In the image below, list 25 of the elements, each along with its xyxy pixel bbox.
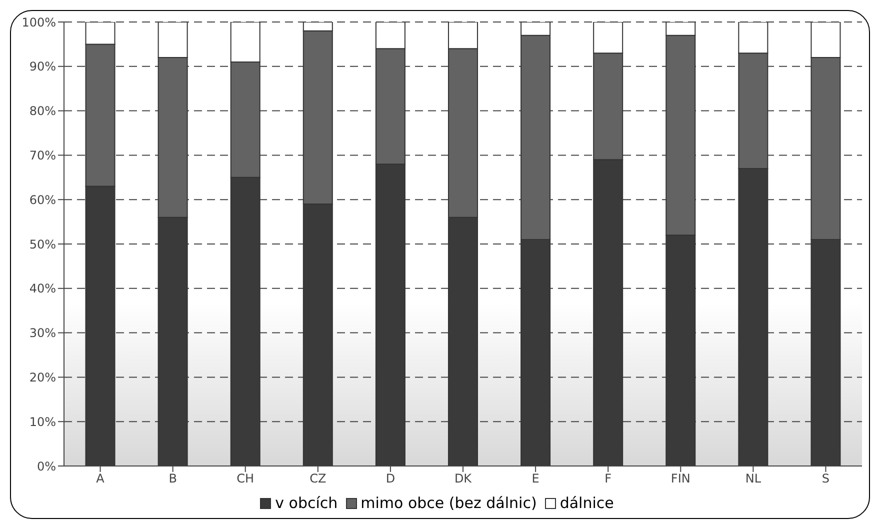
y-tick-label: 80%	[29, 104, 56, 118]
x-tick-label: F	[604, 472, 612, 486]
legend-label: mimo obce (bez dálnic)	[360, 494, 537, 512]
legend-label: dálnice	[560, 494, 614, 512]
y-tick-label: 0%	[36, 459, 56, 474]
y-tick-label: 60%	[29, 192, 56, 207]
x-tick-label: D	[386, 472, 396, 486]
x-tick-label: FIN	[670, 472, 690, 486]
y-tick-label: 30%	[29, 326, 56, 340]
y-tick-label: 90%	[29, 60, 56, 74]
x-tick-label: S	[822, 472, 830, 486]
x-tick-label: B	[168, 472, 177, 486]
y-tick-label: 20%	[29, 370, 56, 384]
y-tick-label: 50%	[29, 237, 56, 252]
legend-label: v obcích	[275, 494, 338, 512]
x-tick-label: A	[96, 472, 106, 486]
y-tick-label: 10%	[29, 414, 56, 429]
x-tick-label: DK	[454, 472, 473, 486]
x-tick-label: E	[532, 472, 540, 486]
y-tick-label: 100%	[22, 15, 56, 30]
y-tick-label: 70%	[29, 148, 56, 162]
x-tick-label: CZ	[310, 472, 326, 486]
y-tick-label: 40%	[29, 282, 56, 296]
x-tick-label: CH	[236, 472, 254, 486]
x-tick-label: NL	[745, 472, 762, 486]
